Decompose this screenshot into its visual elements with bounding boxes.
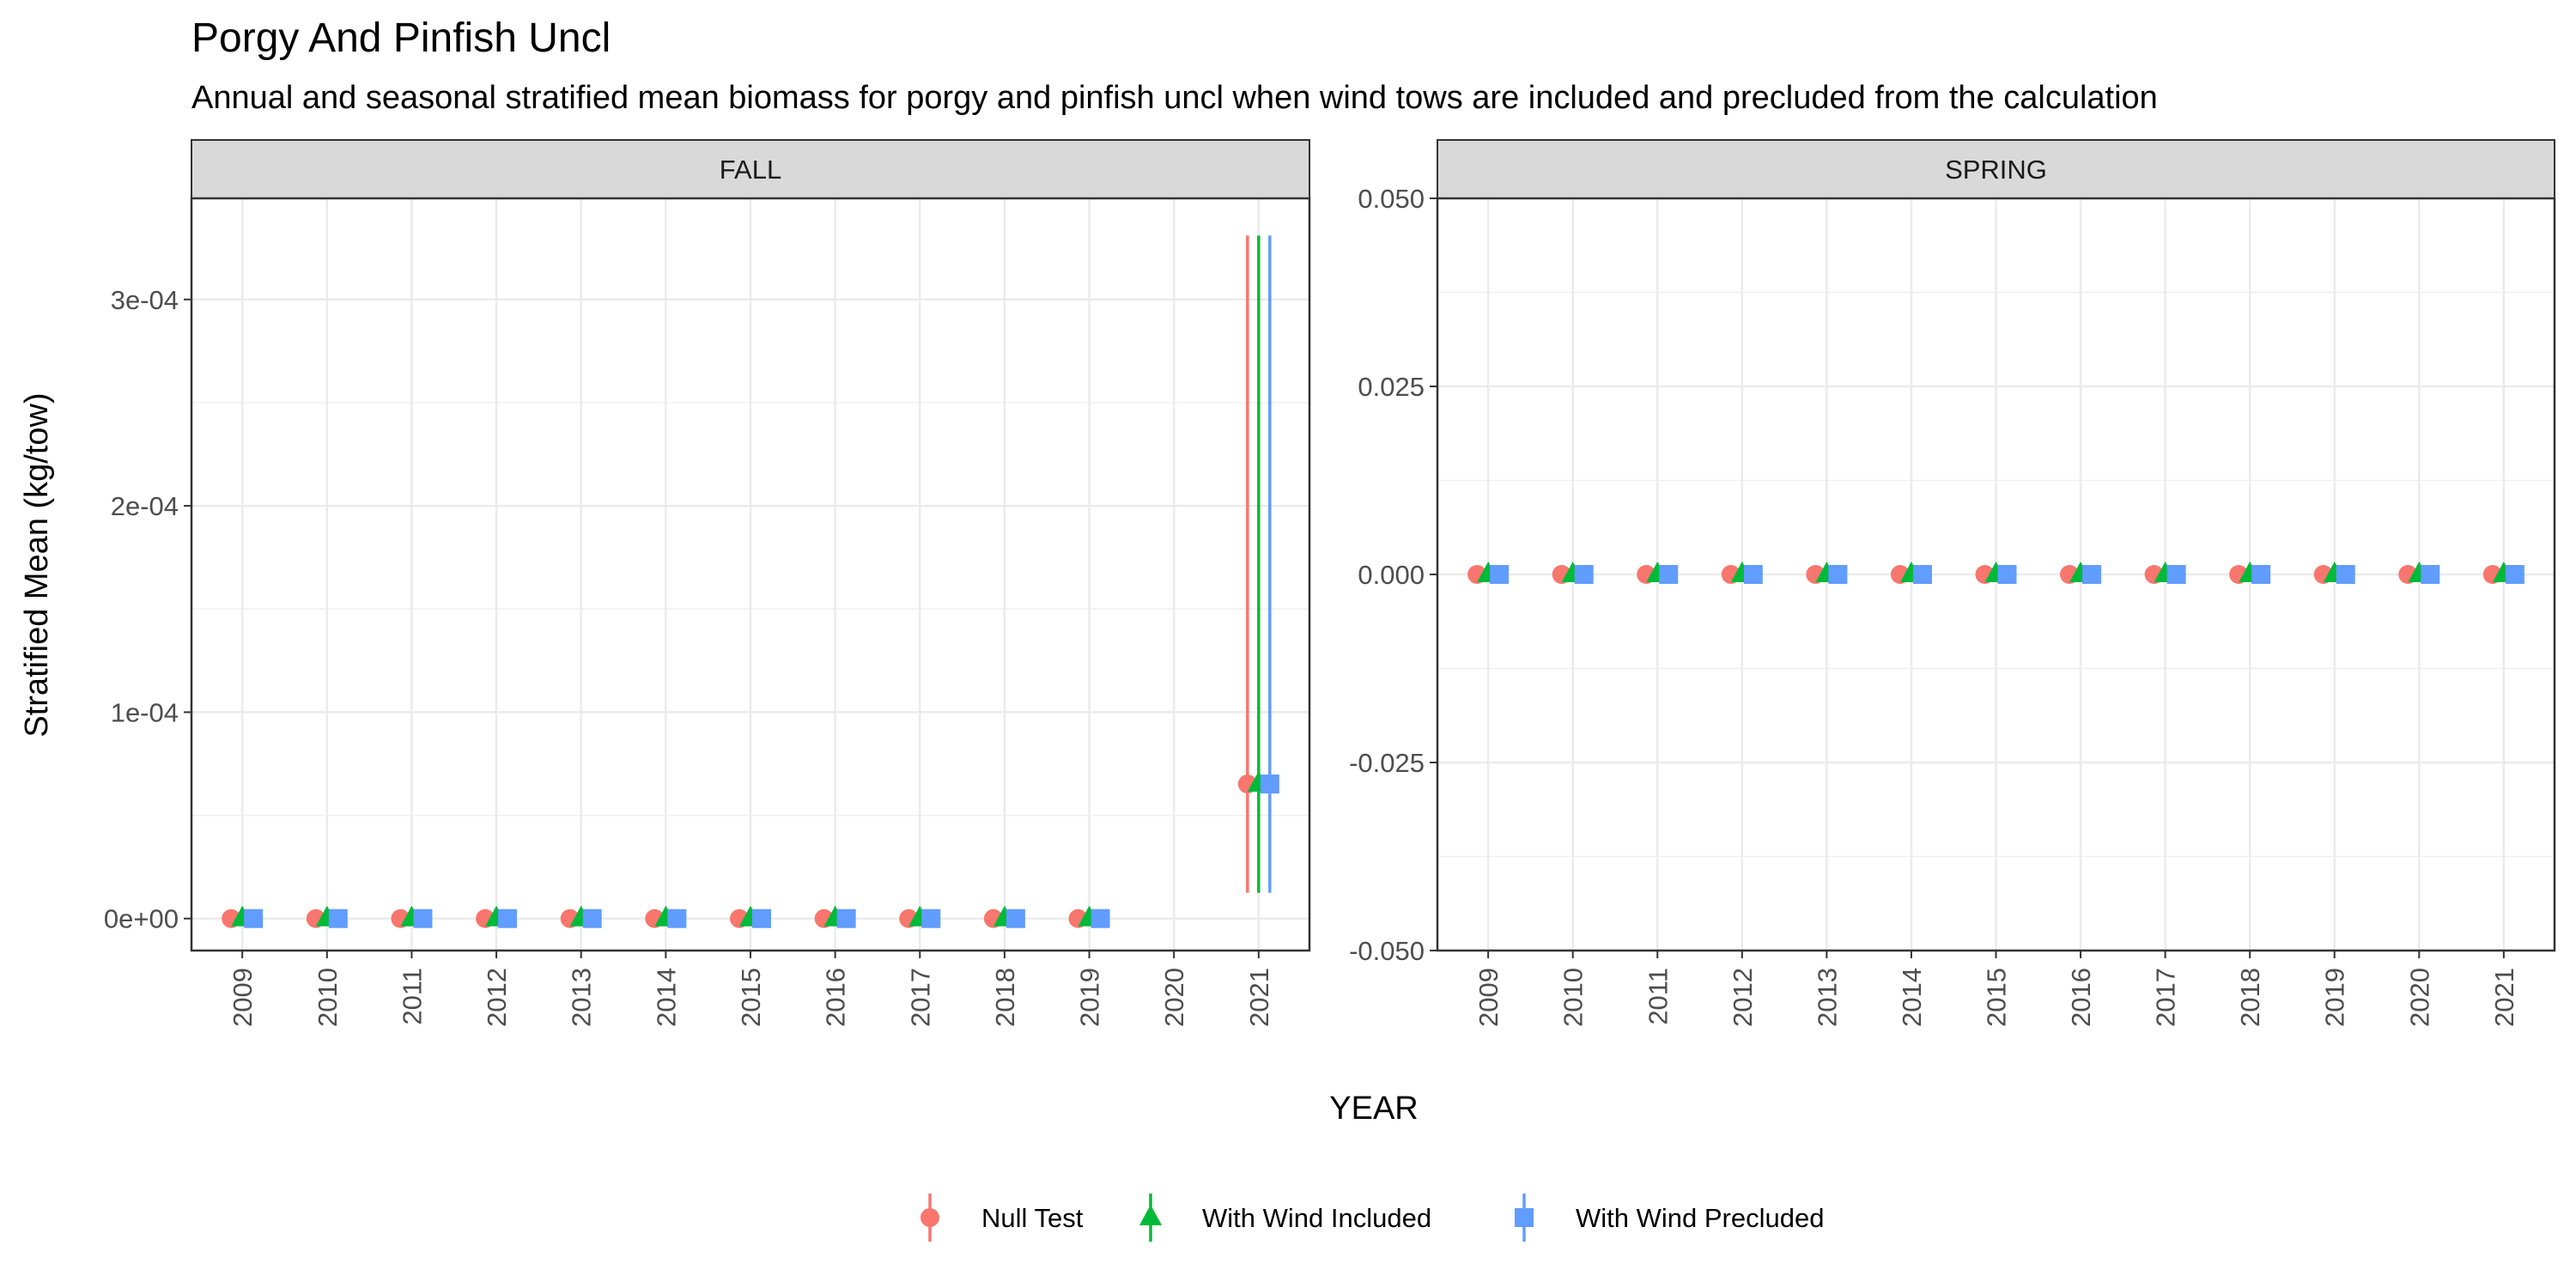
legend-label: Null Test [981,1203,1084,1233]
data-point [2336,565,2355,584]
y-tick-label: 1e-04 [111,697,179,727]
facet-strip [1437,139,2555,199]
x-tick-label: 2019 [1075,968,1105,1027]
data-point [2082,565,2102,584]
data-point [2251,565,2271,584]
x-tick-label: 2011 [397,968,427,1025]
legend-label: With Wind Precluded [1576,1203,1824,1233]
x-tick-label: 2016 [2066,968,2096,1027]
y-tick-label: -0.050 [1349,936,1425,966]
data-point [836,908,856,928]
x-tick-label: 2014 [651,968,681,1027]
data-point [1828,565,1848,584]
data-point [328,908,348,928]
x-tick-label: 2021 [1244,968,1274,1027]
x-tick-label: 2011 [1643,968,1673,1025]
data-point [413,908,433,928]
data-point [2505,565,2524,584]
panel-fall: FALL 0e+00 1e-04 2e-04 3e-04 2009 2010 2011 2012… [104,139,1311,1027]
data-point [667,908,687,928]
data-point [1490,565,1510,584]
x-axis-title: YEAR [1329,1091,1418,1127]
x-tick-label: 2018 [990,968,1020,1027]
y-tick-label: 3e-04 [111,285,179,315]
x-tick-label: 2012 [1728,968,1758,1027]
legend-label: With Wind Included [1202,1203,1431,1233]
y-tick-label: 0.000 [1358,560,1425,590]
y-axis-title: Stratified Mean (kg/tow) [19,392,55,737]
chart-title: Porgy And Pinfish Uncl [191,15,611,61]
x-tick-label: 2009 [228,968,258,1027]
facet-strip-label: SPRING [1945,155,2047,185]
panel-border [190,197,1311,952]
facet-panels: FALL 0e+00 1e-04 2e-04 3e-04 2009 2010 2011 2012… [104,139,2556,1027]
panel-spring: SPRING -0.050 -0.025 0.000 0.025 0.050 2009 201… [1349,139,2556,1027]
data-point [1260,775,1279,794]
data-point [1005,908,1025,928]
y-tick-label: 0.050 [1358,184,1425,214]
x-tick-label: 2015 [736,968,766,1027]
facet-strip [191,139,1310,199]
legend-key-triangle [1139,1205,1162,1225]
data-point [2421,565,2440,584]
data-point [244,908,264,928]
data-point [752,908,771,928]
data-point [582,908,602,928]
x-tick-label: 2016 [821,968,851,1027]
x-tick-label: 2010 [313,968,343,1027]
data-point [1091,908,1110,928]
x-tick-label: 2019 [2320,968,2350,1027]
legend-key-square [1515,1208,1534,1227]
chart-subtitle: Annual and seasonal stratified mean biom… [191,80,2158,116]
x-tick-label: 2014 [1897,968,1927,1027]
data-point [1997,565,2017,584]
data-point [1743,565,1763,584]
data-point [2166,565,2186,584]
y-tick-label: 0.025 [1358,372,1425,402]
y-tick-label: -0.025 [1349,748,1425,778]
x-tick-label: 2010 [1558,968,1589,1027]
y-tick-label: 2e-04 [111,491,179,521]
panel-border [1436,197,2556,952]
data-point [1659,565,1679,584]
x-tick-label: 2020 [1159,968,1189,1027]
legend: Null Test With Wind Included With Wind Pre… [920,1194,1824,1242]
x-tick-label: 2015 [1982,968,2012,1027]
legend-item: With Wind Included [1139,1194,1431,1242]
data-point [921,908,941,928]
legend-item: With Wind Precluded [1515,1194,1824,1242]
data-point [498,908,518,928]
data-point [1912,565,1932,584]
x-tick-label: 2013 [567,968,597,1027]
x-tick-label: 2020 [2404,968,2434,1027]
x-tick-label: 2021 [2489,968,2519,1027]
legend-key-circle [920,1208,939,1227]
facet-strip-label: FALL [720,155,781,185]
data-point [1574,565,1594,584]
x-tick-label: 2017 [2151,968,2181,1027]
x-tick-label: 2012 [482,968,512,1027]
x-tick-label: 2013 [1812,968,1842,1027]
x-tick-label: 2018 [2235,968,2265,1027]
y-tick-label: 0e+00 [104,904,179,934]
legend-item: Null Test [920,1194,1084,1242]
x-tick-label: 2009 [1473,968,1504,1027]
x-tick-label: 2017 [905,968,935,1027]
